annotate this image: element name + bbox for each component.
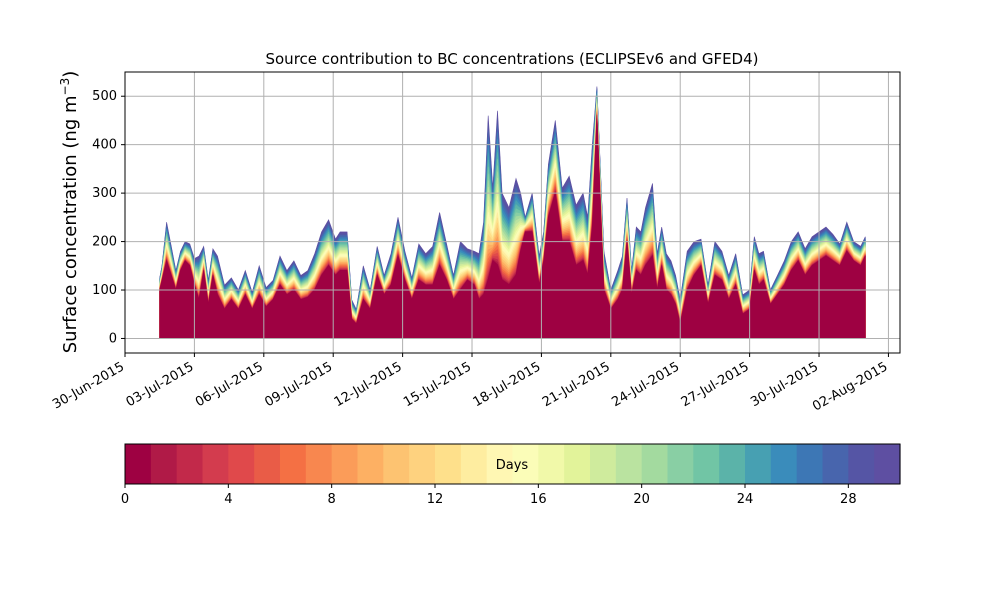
y-axis: 0 100 200 300 400 500	[92, 89, 125, 346]
y-tick-label: 400	[92, 138, 117, 153]
colorbar-tick-label: 24	[737, 492, 754, 507]
colorbar-segment	[512, 444, 539, 484]
colorbar-segment	[383, 444, 410, 484]
colorbar-segment	[486, 444, 514, 484]
colorbar-segment	[331, 444, 359, 484]
grid-lines	[124, 72, 900, 353]
colorbar-segment	[176, 444, 204, 484]
colorbar-segment	[770, 444, 798, 484]
y-tick-label: 200	[92, 235, 117, 250]
colorbar-segment	[125, 444, 152, 484]
colorbar-segment	[848, 444, 875, 484]
colorbar-segment	[409, 444, 436, 484]
colorbar-segment	[590, 444, 617, 484]
colorbar-segment	[280, 444, 307, 484]
colorbar-segment	[305, 444, 333, 484]
colorbar-segment	[254, 444, 281, 484]
colorbar-segment	[435, 444, 462, 484]
colorbar-segment	[822, 444, 849, 484]
colorbar-segment	[460, 444, 488, 484]
colorbar-segment	[719, 444, 746, 484]
colorbar-segment	[796, 444, 824, 484]
colorbar-label: Days	[496, 458, 529, 473]
stacked-area-layers	[159, 86, 866, 339]
colorbar-segment	[150, 444, 178, 484]
colorbar-segment	[874, 444, 901, 484]
colorbar-segment	[667, 444, 694, 484]
colorbar-segment	[641, 444, 669, 484]
colorbar-tick-label: 12	[427, 492, 444, 507]
colorbar-segment	[538, 444, 565, 484]
colorbar-segment	[745, 444, 772, 484]
plot-frame	[124, 71, 901, 354]
colorbar-tick-label: 4	[224, 492, 232, 507]
colorbar-frame	[124, 443, 901, 485]
y-tick-label: 300	[92, 186, 117, 201]
colorbar-tick-label: 16	[530, 492, 547, 507]
colorbar-tick-label: 8	[328, 492, 336, 507]
colorbar-tick-label: 20	[633, 492, 650, 507]
colorbar-tick-label: 0	[121, 492, 129, 507]
y-tick-label: 100	[92, 283, 117, 298]
y-tick-label: 500	[92, 89, 117, 104]
chart-title: Source contribution to BC concentrations…	[265, 50, 758, 68]
colorbar-segment	[202, 444, 229, 484]
colorbar-segment	[357, 444, 384, 484]
colorbar-segment	[564, 444, 591, 484]
colorbar-tick-label: 28	[840, 492, 857, 507]
y-tick-label: 0	[109, 331, 117, 346]
colorbar-segment	[693, 444, 720, 484]
colorbar-segment	[228, 444, 255, 484]
colorbar-segment	[615, 444, 643, 484]
y-axis-label: Surface concentration (ng m−3)	[58, 71, 81, 354]
colorbar: 0 4 8 12 16 20 24 28	[121, 443, 901, 507]
area-layer-day-0	[159, 115, 866, 339]
